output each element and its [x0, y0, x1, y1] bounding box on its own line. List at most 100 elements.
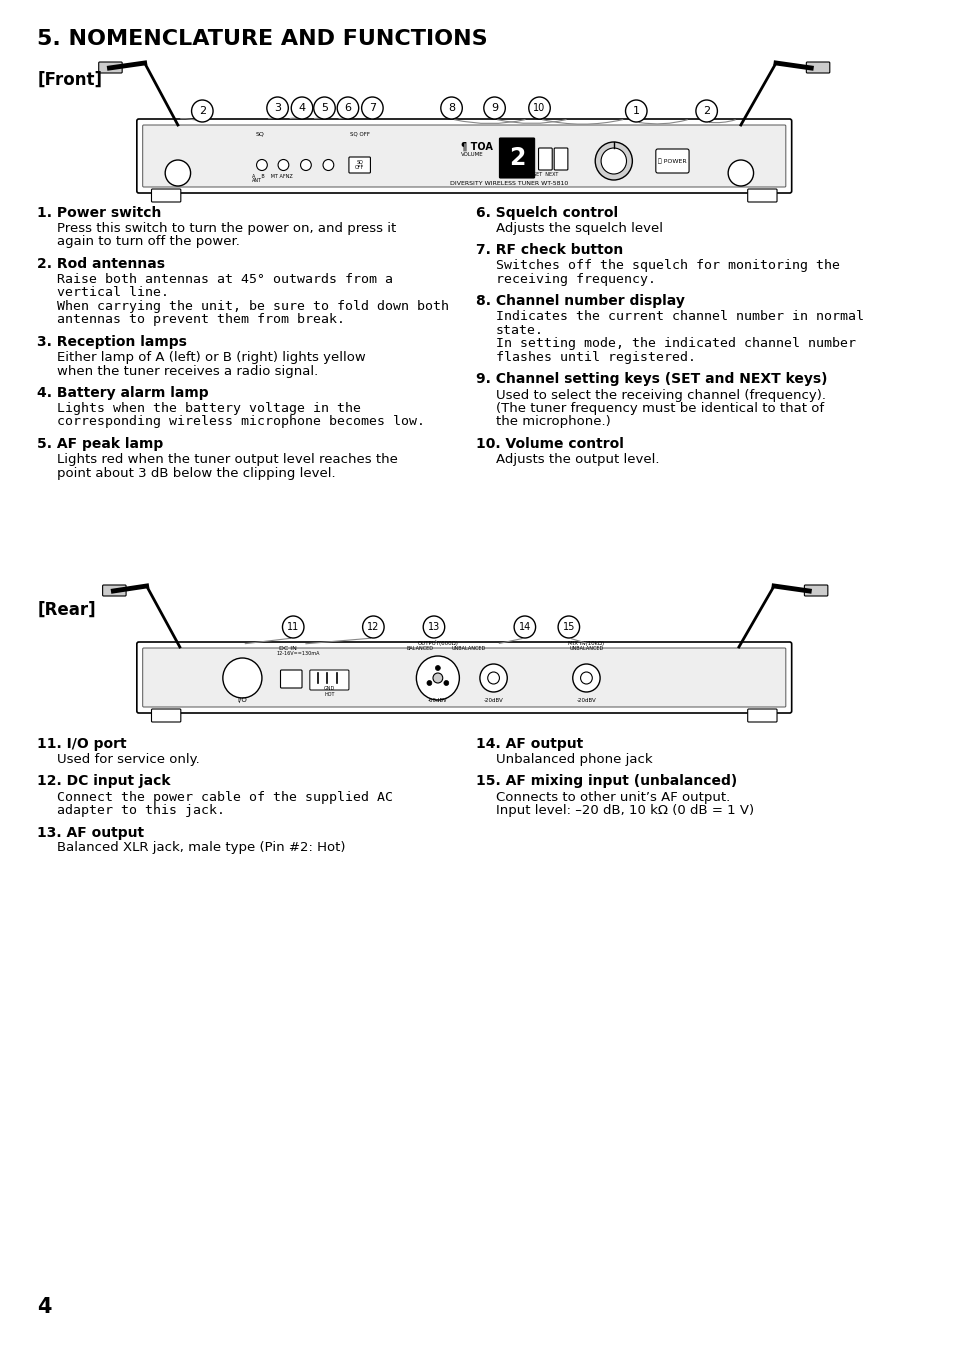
Text: In setting mode, the indicated channel number: In setting mode, the indicated channel n… [495, 337, 855, 351]
Text: Adjusts the output level.: Adjusts the output level. [495, 453, 659, 465]
Circle shape [487, 672, 499, 684]
Circle shape [282, 616, 304, 638]
Text: 9: 9 [491, 103, 497, 113]
Circle shape [416, 656, 459, 700]
Text: 7: 7 [369, 103, 375, 113]
FancyBboxPatch shape [152, 189, 181, 202]
Text: receiving frequency.: receiving frequency. [495, 272, 655, 286]
Text: Unbalanced phone jack: Unbalanced phone jack [495, 753, 652, 766]
Text: OUTPUT(600Ω): OUTPUT(600Ω) [417, 641, 457, 646]
Text: 9. Channel setting keys (SET and NEXT keys): 9. Channel setting keys (SET and NEXT ke… [476, 372, 826, 387]
Text: 3. Reception lamps: 3. Reception lamps [37, 335, 187, 349]
FancyBboxPatch shape [143, 125, 785, 188]
Circle shape [580, 672, 592, 684]
Text: 15. AF mixing input (unbalanced): 15. AF mixing input (unbalanced) [476, 774, 737, 789]
Circle shape [256, 159, 267, 170]
Text: 6: 6 [344, 103, 351, 113]
Text: Balanced XLR jack, male type (Pin #2: Hot): Balanced XLR jack, male type (Pin #2: Ho… [56, 842, 345, 854]
Text: SQ OFF: SQ OFF [350, 132, 370, 138]
Text: Indicates the current channel number in normal: Indicates the current channel number in … [495, 310, 862, 324]
Text: 14: 14 [518, 622, 531, 631]
FancyBboxPatch shape [554, 148, 567, 170]
Text: 5. NOMENCLATURE AND FUNCTIONS: 5. NOMENCLATURE AND FUNCTIONS [37, 28, 487, 49]
Circle shape [443, 680, 448, 685]
Circle shape [727, 161, 753, 186]
Text: 4: 4 [298, 103, 305, 113]
Text: [Front]: [Front] [37, 71, 102, 89]
Text: -20dBV: -20dBV [483, 697, 503, 703]
FancyBboxPatch shape [805, 62, 829, 73]
Text: UNBALANCED: UNBALANCED [569, 646, 603, 652]
Circle shape [300, 159, 311, 170]
Text: adapter to this jack.: adapter to this jack. [56, 804, 225, 817]
Text: 2: 2 [702, 107, 709, 116]
Circle shape [291, 97, 313, 119]
FancyBboxPatch shape [143, 648, 785, 707]
Text: point about 3 dB below the clipping level.: point about 3 dB below the clipping leve… [56, 467, 335, 479]
Circle shape [558, 616, 579, 638]
Text: Used for service only.: Used for service only. [56, 753, 199, 766]
Text: (The tuner frequency must be identical to that of: (The tuner frequency must be identical t… [495, 402, 822, 415]
Text: SET  NEXT: SET NEXT [532, 173, 558, 177]
Circle shape [440, 97, 462, 119]
Text: when the tuner receives a radio signal.: when the tuner receives a radio signal. [56, 364, 317, 378]
FancyBboxPatch shape [280, 670, 302, 688]
Text: DC IN: DC IN [278, 646, 296, 652]
Text: Adjusts the squelch level: Adjusts the squelch level [495, 223, 661, 235]
Circle shape [433, 673, 442, 683]
Text: 7. RF check button: 7. RF check button [476, 244, 622, 258]
Text: 10: 10 [533, 103, 545, 113]
Text: ⏻ POWER: ⏻ POWER [658, 158, 686, 163]
Text: Connects to other unit’s AF output.: Connects to other unit’s AF output. [495, 791, 729, 804]
Circle shape [483, 97, 505, 119]
Text: 4. Battery alarm lamp: 4. Battery alarm lamp [37, 386, 209, 401]
Text: 10. Volume control: 10. Volume control [476, 437, 623, 451]
Text: 12-16V==130mA: 12-16V==130mA [276, 652, 320, 656]
Text: 12. DC input jack: 12. DC input jack [37, 774, 171, 789]
Text: 2: 2 [198, 107, 206, 116]
FancyBboxPatch shape [747, 710, 776, 722]
Text: Lights red when the tuner output level reaches the: Lights red when the tuner output level r… [56, 453, 397, 465]
FancyBboxPatch shape [136, 119, 791, 193]
Circle shape [165, 161, 191, 186]
Circle shape [192, 100, 213, 121]
Text: UNBALANCED: UNBALANCED [452, 646, 486, 652]
Circle shape [695, 100, 717, 121]
FancyBboxPatch shape [349, 156, 370, 173]
Text: ANT: ANT [252, 178, 262, 183]
Circle shape [323, 159, 334, 170]
FancyBboxPatch shape [803, 585, 827, 596]
FancyBboxPatch shape [98, 62, 122, 73]
Text: Press this switch to turn the power on, and press it: Press this switch to turn the power on, … [56, 223, 395, 235]
Text: 13. AF output: 13. AF output [37, 826, 144, 839]
Text: ¶ TOA: ¶ TOA [461, 142, 493, 152]
Text: A    B    MT AFNZ: A B MT AFNZ [252, 174, 293, 179]
FancyBboxPatch shape [655, 148, 688, 173]
Circle shape [423, 616, 444, 638]
Text: Used to select the receiving channel (frequency).: Used to select the receiving channel (fr… [495, 389, 824, 402]
Circle shape [427, 680, 432, 685]
Text: 12: 12 [367, 622, 379, 631]
Text: [Rear]: [Rear] [37, 602, 95, 619]
Text: again to turn off the power.: again to turn off the power. [56, 236, 239, 248]
Circle shape [277, 159, 289, 170]
Text: 2: 2 [508, 146, 525, 170]
Text: 8. Channel number display: 8. Channel number display [476, 294, 684, 309]
Circle shape [572, 664, 599, 692]
Text: the microphone.): the microphone.) [495, 415, 610, 429]
Circle shape [528, 97, 550, 119]
Text: When carrying the unit, be sure to fold down both: When carrying the unit, be sure to fold … [56, 299, 448, 313]
FancyBboxPatch shape [136, 642, 791, 714]
Text: VOLUME: VOLUME [461, 152, 483, 158]
Circle shape [595, 142, 632, 179]
Text: Either lamp of A (left) or B (right) lights yellow: Either lamp of A (left) or B (right) lig… [56, 351, 365, 364]
FancyBboxPatch shape [152, 710, 181, 722]
FancyBboxPatch shape [538, 148, 552, 170]
Circle shape [600, 148, 626, 174]
Circle shape [514, 616, 535, 638]
Text: 1. Power switch: 1. Power switch [37, 206, 161, 220]
Text: Switches off the squelch for monitoring the: Switches off the squelch for monitoring … [495, 259, 839, 272]
Circle shape [267, 97, 288, 119]
Text: GND
HOT: GND HOT [323, 687, 335, 697]
Text: MIX IN(10kΩ): MIX IN(10kΩ) [568, 641, 604, 646]
